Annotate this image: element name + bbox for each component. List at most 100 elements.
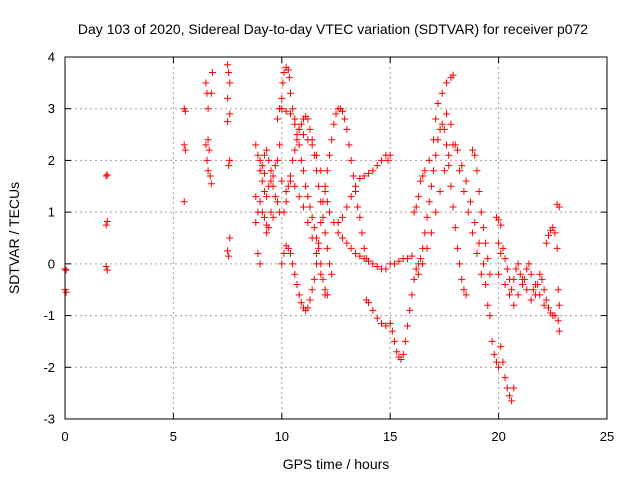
data-point xyxy=(295,125,303,133)
data-point xyxy=(421,167,429,175)
data-point xyxy=(529,286,537,294)
data-point xyxy=(512,265,520,273)
data-point xyxy=(408,291,416,299)
data-points xyxy=(61,61,563,405)
data-point xyxy=(462,177,470,185)
data-point xyxy=(443,79,451,87)
data-point xyxy=(430,136,438,144)
data-point xyxy=(267,208,275,216)
data-point xyxy=(293,136,301,144)
data-point xyxy=(445,162,453,170)
data-point xyxy=(354,203,362,211)
x-tick-label: 10 xyxy=(275,429,289,444)
data-point xyxy=(447,120,455,128)
data-point xyxy=(473,250,481,258)
data-point xyxy=(224,61,232,69)
data-point xyxy=(445,151,453,159)
data-point xyxy=(497,250,505,258)
data-point xyxy=(252,141,260,149)
data-point xyxy=(291,115,299,123)
data-point xyxy=(263,146,271,154)
data-point xyxy=(267,177,275,185)
data-point xyxy=(475,239,483,247)
data-point xyxy=(538,275,546,283)
data-point xyxy=(207,180,215,188)
data-point xyxy=(226,234,234,242)
data-point xyxy=(347,244,355,252)
data-point xyxy=(304,304,312,312)
data-point xyxy=(456,260,464,268)
data-point xyxy=(484,255,492,263)
data-point xyxy=(204,167,212,175)
data-point xyxy=(62,288,70,296)
data-point xyxy=(258,208,266,216)
data-point xyxy=(488,337,496,345)
data-point xyxy=(382,265,390,273)
data-point xyxy=(312,250,320,258)
data-point xyxy=(555,203,563,211)
data-point xyxy=(510,384,518,392)
data-point xyxy=(317,198,325,206)
data-point xyxy=(308,136,316,144)
data-point xyxy=(306,296,314,304)
data-point xyxy=(291,182,299,190)
data-point xyxy=(427,182,435,190)
data-point xyxy=(432,208,440,216)
data-point xyxy=(495,216,503,224)
data-point xyxy=(310,151,318,159)
data-point xyxy=(518,275,526,283)
data-point xyxy=(310,275,318,283)
y-axis-label: SDTVAR / TECUs xyxy=(6,182,22,294)
data-point xyxy=(438,120,446,128)
data-point xyxy=(414,270,422,278)
data-point xyxy=(536,270,544,278)
data-point xyxy=(531,281,539,289)
data-point xyxy=(514,260,522,268)
data-point xyxy=(482,239,490,247)
data-point xyxy=(286,110,294,118)
data-point xyxy=(477,208,485,216)
data-point xyxy=(205,146,213,154)
data-point xyxy=(417,177,425,185)
data-point xyxy=(412,203,420,211)
data-point xyxy=(486,312,494,320)
x-tick-label: 0 xyxy=(61,429,68,444)
data-point xyxy=(103,266,111,274)
data-point xyxy=(306,125,314,133)
data-point xyxy=(451,224,459,232)
data-point xyxy=(553,244,561,252)
data-point xyxy=(263,221,271,229)
data-point xyxy=(334,218,342,226)
data-point xyxy=(308,213,316,221)
data-point xyxy=(263,193,271,201)
data-point xyxy=(321,229,329,237)
data-point xyxy=(443,141,451,149)
data-point xyxy=(501,255,509,263)
data-point xyxy=(495,270,503,278)
data-point xyxy=(302,182,310,190)
data-point xyxy=(286,89,294,97)
data-point xyxy=(224,247,232,255)
data-point xyxy=(551,229,559,237)
data-point xyxy=(505,392,513,400)
data-point xyxy=(308,286,316,294)
data-point xyxy=(388,327,396,335)
data-point xyxy=(404,322,412,330)
data-point xyxy=(510,301,518,309)
y-tick-label: -3 xyxy=(43,412,55,427)
data-point xyxy=(395,257,403,265)
data-point xyxy=(334,229,342,237)
data-point xyxy=(286,177,294,185)
data-point xyxy=(458,275,466,283)
data-point xyxy=(456,167,464,175)
data-point xyxy=(495,239,503,247)
data-point xyxy=(304,218,312,226)
data-point xyxy=(278,177,286,185)
data-point xyxy=(278,94,286,102)
data-point xyxy=(332,110,340,118)
data-point xyxy=(341,115,349,123)
data-point xyxy=(345,141,353,149)
data-point xyxy=(527,270,535,278)
data-point xyxy=(432,151,440,159)
data-point xyxy=(384,156,392,164)
